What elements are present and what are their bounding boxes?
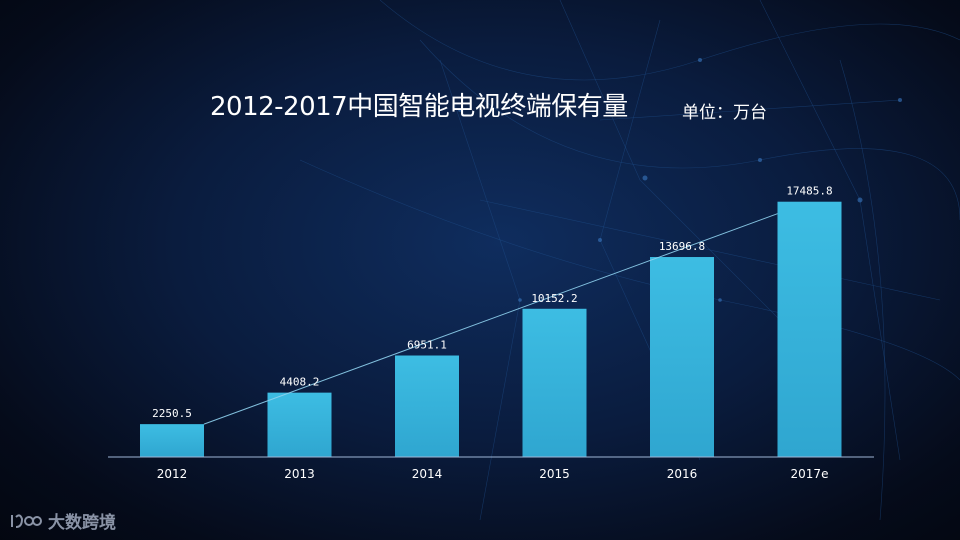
x-tick-2013: 2013 [284,467,315,481]
bar-2012 [140,424,204,457]
x-tick-2015: 2015 [539,467,570,481]
bar-2014 [395,355,459,457]
unit-label: 单位：万台 [682,103,767,123]
value-label-2017e: 17485.8 [786,185,832,198]
brand-logo-icon [11,513,42,528]
chart-title: 2012-2017中国智能电视终端保有量 [210,92,628,122]
x-tick-2012: 2012 [157,467,188,481]
brand-name: 大数跨境 [48,513,116,533]
bar-2015 [522,308,587,457]
value-label-2013: 4408.2 [280,376,320,389]
trend-line [203,213,778,425]
bar-2013 [267,392,332,457]
x-tick-2016: 2016 [667,467,698,481]
value-label-2015: 10152.2 [531,292,577,305]
bar-2016 [650,257,714,457]
brand-watermark: 大数跨境 [10,508,116,533]
value-label-2016: 13696.8 [659,240,705,253]
x-tick-2017e: 2017e [791,467,829,481]
value-label-2012: 2250.5 [152,407,192,420]
x-tick-2014: 2014 [412,467,443,481]
bar-2017e [777,201,842,457]
x-tick-labels: 2012 2013 2014 2015 2016 2017e [157,467,829,481]
value-label-2014: 6951.1 [407,339,447,352]
value-labels: 2250.5 4408.2 6951.1 10152.2 13696.8 17485.8 [152,185,833,420]
bars [140,201,842,457]
